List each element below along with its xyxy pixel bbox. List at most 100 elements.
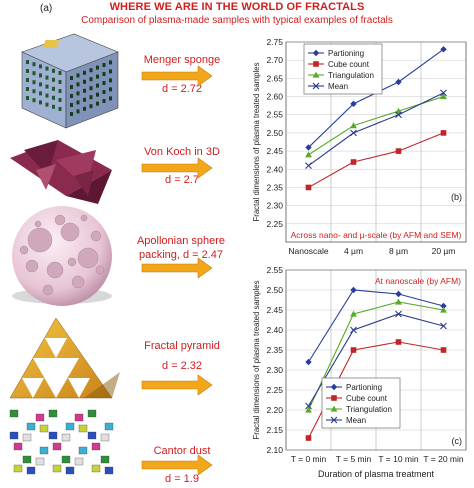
y-tick-label: 2.50	[266, 285, 283, 295]
data-point	[305, 435, 312, 441]
data-point	[305, 184, 312, 191]
data-point	[350, 159, 357, 165]
data-point	[440, 302, 447, 310]
series-line	[308, 289, 444, 363]
data-point	[350, 347, 357, 353]
data-point	[395, 339, 402, 345]
data-point	[330, 405, 338, 412]
data-point	[305, 406, 312, 413]
x-tick-label: 4 µm	[344, 246, 363, 256]
data-point	[305, 151, 312, 158]
figure-subtitle: Comparison of plasma-made samples with t…	[81, 15, 393, 26]
y-tick-label: 2.65	[266, 73, 283, 83]
y-tick-label: 2.20	[266, 405, 283, 415]
y-tick-label: 2.40	[266, 164, 283, 174]
legend-label: Cube count	[328, 60, 370, 69]
data-point	[395, 298, 402, 305]
arrow-icon	[141, 454, 213, 476]
y-axis-label: Fractal dimensions of plasma treated sam…	[252, 62, 261, 221]
x-tick-label: Nanoscale	[288, 246, 328, 256]
y-tick-label: 2.45	[266, 305, 283, 315]
panel-label-a: (a)	[40, 3, 53, 14]
data-point	[395, 290, 402, 298]
data-point	[395, 107, 402, 114]
y-tick-label: 2.60	[266, 92, 283, 102]
data-point	[440, 89, 447, 97]
fractal-name-vonkoch: Von Koch in 3D	[144, 146, 220, 158]
data-point	[440, 347, 447, 353]
fractal-name-menger: Menger sponge	[143, 54, 221, 66]
data-point	[440, 322, 447, 330]
data-point	[395, 111, 402, 119]
x-tick-label: T = 0 min	[291, 454, 327, 464]
chart-c: 2.10 2.15 2.20 2.25 2.30 2.35 2.40 2.45 2.50 2.55…	[252, 265, 467, 479]
arrow-icon	[141, 157, 213, 179]
von-koch-3d-icon	[10, 140, 112, 204]
y-tick-label: 2.75	[266, 37, 283, 47]
fractal-d-pyramid: d = 2.32	[161, 360, 203, 372]
menger-sponge-icon	[21, 33, 119, 129]
y-tick-label: 2.70	[266, 55, 283, 65]
data-point	[312, 49, 320, 57]
data-point	[440, 306, 447, 313]
y-tick-label: 2.30	[266, 365, 283, 375]
arrow-icon	[141, 257, 213, 279]
data-point	[313, 61, 319, 67]
chart-b: 2.25 2.30 2.35 2.40 2.45 2.50 2.55 2.60 2.65 2.70…	[252, 37, 467, 256]
legend-label: Triangulation	[346, 405, 392, 414]
y-tick-label: 2.55	[266, 110, 283, 120]
fractal-pyramid-icon	[9, 317, 120, 399]
data-point	[305, 402, 312, 410]
y-axis-label: Fractal dimensions of plasma treated sam…	[252, 280, 261, 439]
y-tick-label: 2.40	[266, 325, 283, 335]
fractal-name-pyramid: Fractal pyramid	[144, 340, 220, 352]
fractal-name-apollonian: Apollonian sphere packing, d = 2.47	[136, 235, 226, 261]
x-tick-label: T = 20 min	[423, 454, 464, 464]
data-point	[440, 46, 447, 53]
arrows	[141, 65, 213, 476]
data-point	[350, 286, 357, 294]
data-point	[330, 383, 338, 391]
data-point	[330, 416, 338, 424]
apollonian-sphere-icon	[12, 206, 112, 306]
data-point	[350, 129, 357, 137]
legend-label: Mean	[346, 416, 366, 425]
data-point	[350, 100, 357, 108]
y-tick-label: 2.35	[266, 345, 283, 355]
data-point	[312, 71, 320, 78]
y-tick-label: 2.25	[266, 219, 283, 229]
y-tick-label: 2.35	[266, 182, 283, 192]
fractal-d-vonkoch: d = 2.7	[165, 174, 199, 186]
arrow-icon	[141, 374, 213, 396]
y-tick-label: 2.15	[266, 425, 283, 435]
y-tick-label: 2.50	[266, 128, 283, 138]
data-point	[440, 130, 447, 136]
series-line	[308, 132, 444, 188]
data-point	[350, 326, 357, 334]
y-tick-label: 2.45	[266, 146, 283, 156]
data-point	[331, 395, 337, 401]
x-tick-label: T = 10 min	[378, 454, 419, 464]
y-tick-label: 2.30	[266, 201, 283, 211]
fractal-d-menger: d = 2.72	[161, 83, 203, 95]
x-tick-label: 20 µm	[432, 246, 456, 256]
data-point	[395, 78, 402, 86]
data-point	[350, 122, 357, 129]
legend-label: Cube count	[346, 394, 388, 403]
data-point	[350, 310, 357, 317]
legend-label: Partioning	[346, 383, 382, 392]
panel-label: (b)	[451, 192, 462, 202]
legend-label: Mean	[328, 82, 348, 91]
chart-annotation: Across nano- and µ-scale (by AFM and SEM…	[291, 230, 462, 240]
x-axis-label: Duration of plasma treatment	[318, 469, 435, 479]
legend-label: Partioning	[328, 49, 364, 58]
data-point	[440, 93, 447, 100]
fractal-illustrations	[9, 33, 120, 475]
y-tick-label: 2.55	[266, 265, 283, 275]
x-tick-label: 8 µm	[389, 246, 408, 256]
fractal-name-cantor: Cantor dust	[153, 445, 211, 457]
y-tick-label: 2.25	[266, 385, 283, 395]
series-line	[308, 313, 444, 407]
data-point	[305, 162, 312, 170]
data-point	[395, 148, 402, 154]
